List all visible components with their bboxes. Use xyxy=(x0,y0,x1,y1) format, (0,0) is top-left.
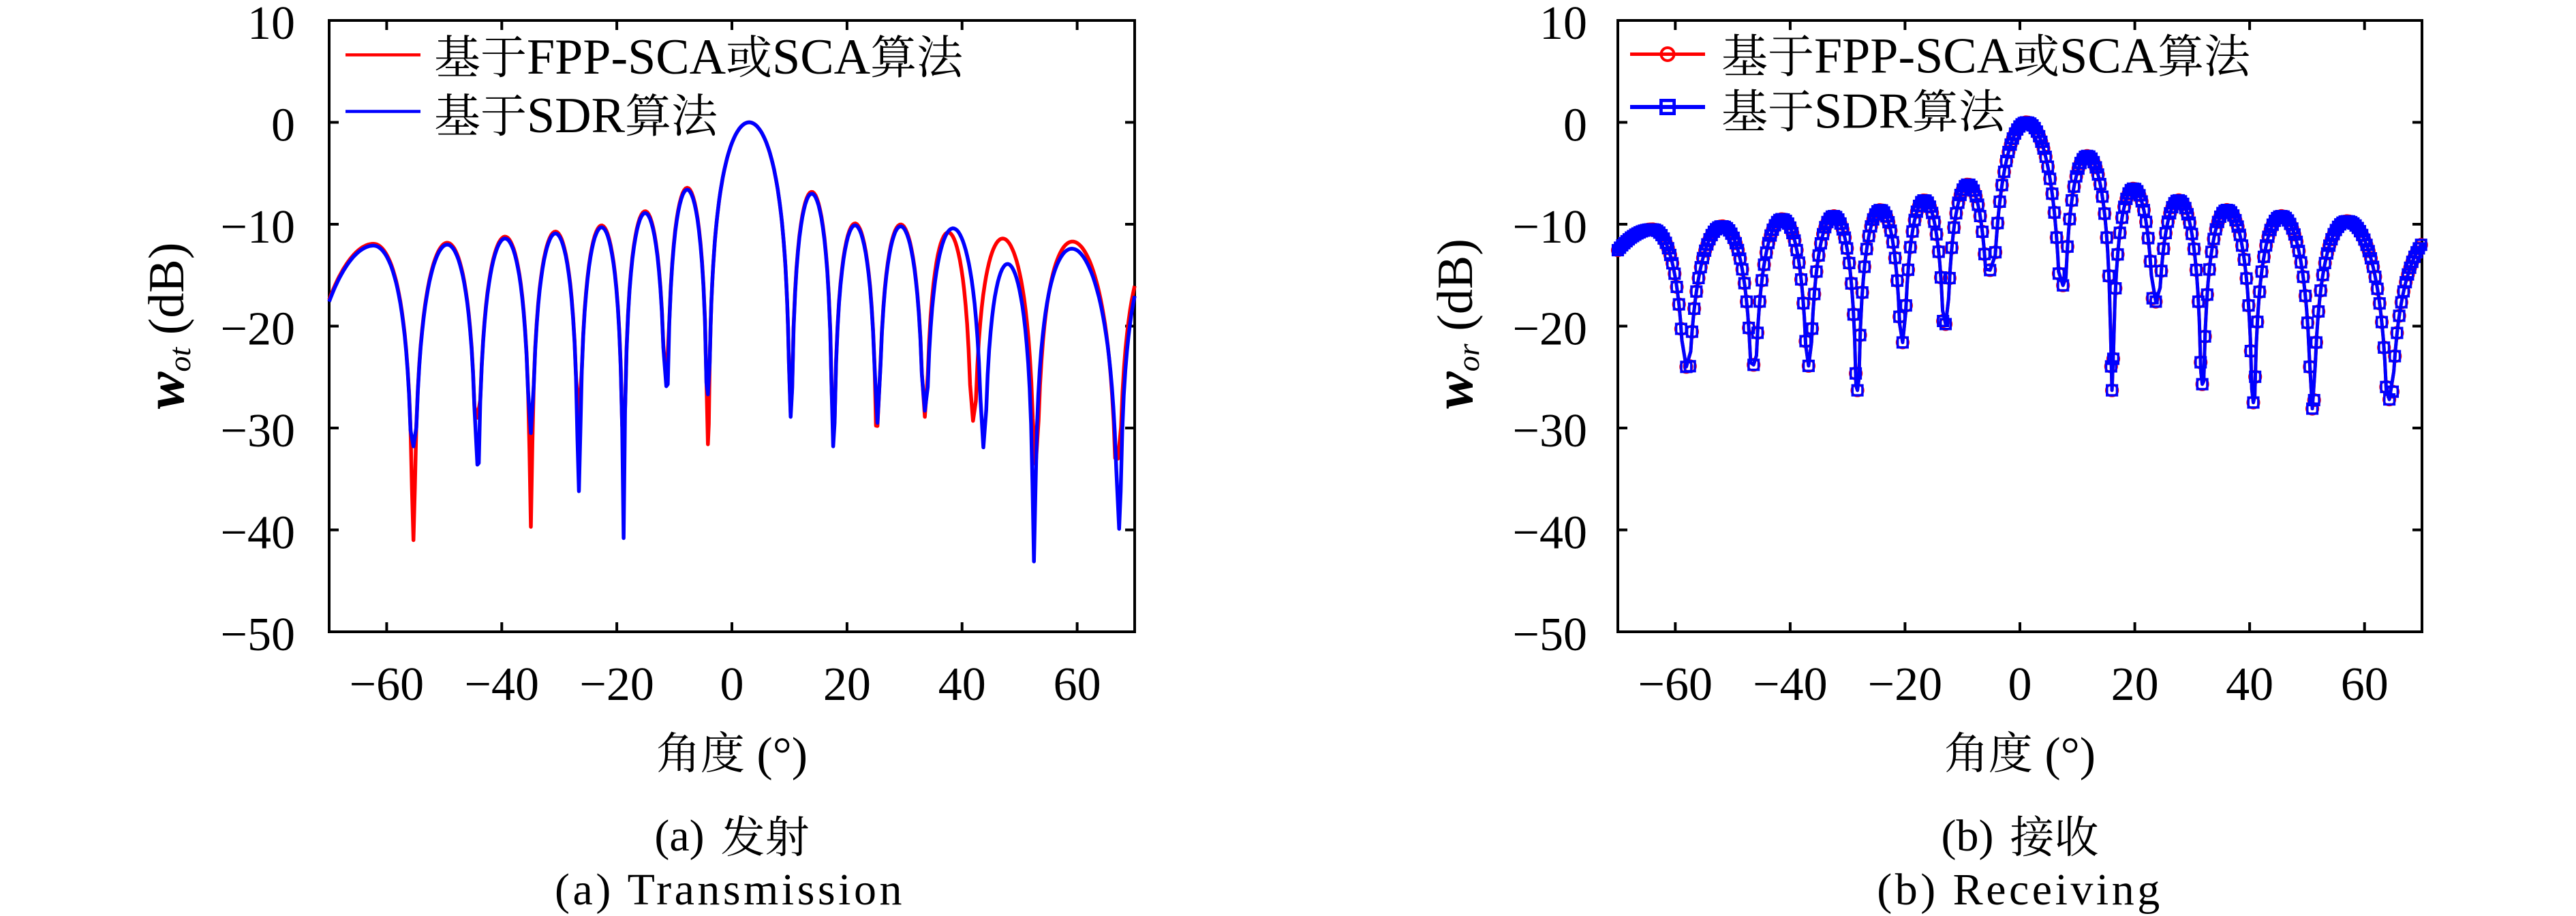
svg-text:20: 20 xyxy=(2111,658,2159,711)
svg-text:(°): (°) xyxy=(745,729,808,781)
svg-text:(°): (°) xyxy=(2033,729,2096,781)
svg-text:SDR: SDR xyxy=(1814,84,1913,140)
svg-text:−10: −10 xyxy=(1513,201,1587,254)
svg-text:SCA: SCA xyxy=(2059,29,2158,85)
svg-text:FPP-SCA: FPP-SCA xyxy=(527,29,726,85)
svg-text:10: 10 xyxy=(247,0,295,50)
svg-text:0: 0 xyxy=(1563,100,1587,152)
svg-text:(a): (a) xyxy=(654,811,704,861)
svg-text:−20: −20 xyxy=(1513,303,1587,356)
svg-text:FPP-SCA: FPP-SCA xyxy=(1814,29,2013,85)
svg-text:(dB): (dB) xyxy=(1428,239,1484,344)
svg-text:SDR: SDR xyxy=(527,88,626,144)
svg-text:−30: −30 xyxy=(221,405,295,457)
svg-text:w: w xyxy=(134,371,196,409)
svg-text:SCA: SCA xyxy=(772,29,870,85)
svg-text:−40: −40 xyxy=(1513,507,1587,560)
svg-text:(b) Receiving: (b) Receiving xyxy=(1877,865,2163,915)
svg-text:or: or xyxy=(1451,343,1486,371)
svg-text:−10: −10 xyxy=(221,201,295,254)
svg-text:40: 40 xyxy=(2226,658,2273,711)
svg-text:(a) Transmission: (a) Transmission xyxy=(555,865,905,915)
svg-text:−50: −50 xyxy=(1513,609,1587,661)
svg-text:−20: −20 xyxy=(221,303,295,356)
svg-text:−40: −40 xyxy=(221,507,295,560)
svg-text:0: 0 xyxy=(2008,658,2032,711)
svg-text:(dB): (dB) xyxy=(139,243,195,348)
svg-text:ot: ot xyxy=(162,347,197,372)
svg-text:−50: −50 xyxy=(221,609,295,661)
svg-text:−20: −20 xyxy=(579,658,654,711)
svg-text:60: 60 xyxy=(2341,658,2389,711)
svg-text:0: 0 xyxy=(271,100,295,152)
svg-text:−30: −30 xyxy=(1513,405,1587,457)
svg-text:60: 60 xyxy=(1054,658,1101,711)
svg-text:w: w xyxy=(1422,371,1484,409)
svg-text:10: 10 xyxy=(1539,0,1587,50)
svg-text:(b): (b) xyxy=(1942,811,1994,861)
svg-text:20: 20 xyxy=(823,658,871,711)
svg-text:−40: −40 xyxy=(465,658,539,711)
svg-text:−20: −20 xyxy=(1868,658,1942,711)
svg-text:−40: −40 xyxy=(1753,658,1827,711)
svg-text:0: 0 xyxy=(720,658,744,711)
svg-text:−60: −60 xyxy=(1638,658,1713,711)
svg-text:−60: −60 xyxy=(350,658,424,711)
svg-text:40: 40 xyxy=(938,658,986,711)
